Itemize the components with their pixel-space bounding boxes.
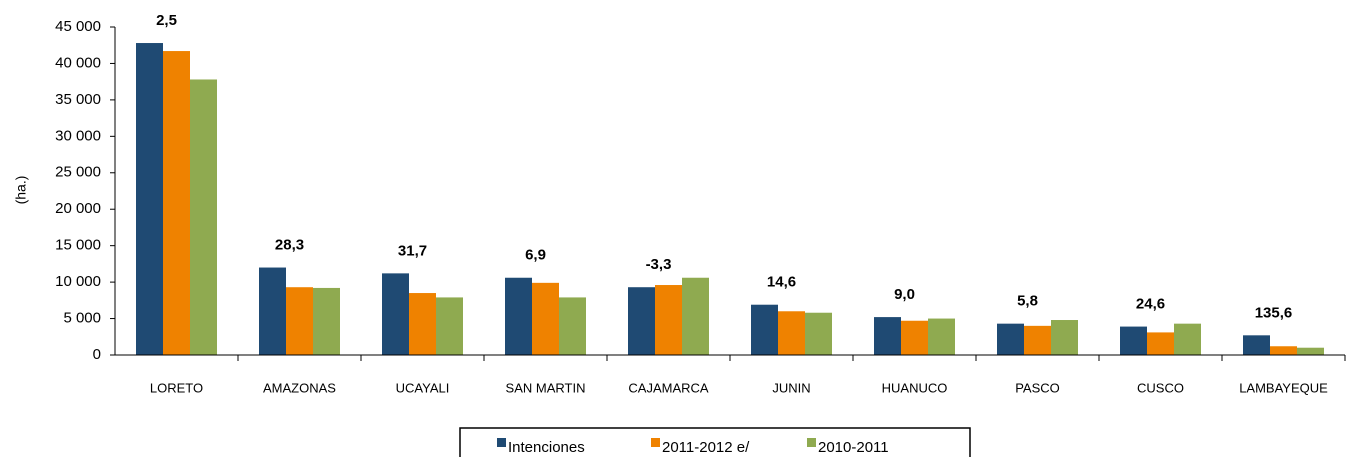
y-tick-label: 25 000 — [55, 164, 101, 181]
bar — [1297, 347, 1324, 355]
bar — [313, 287, 340, 355]
x-tick-label: SAN MARTIN — [506, 380, 586, 395]
bar — [259, 267, 286, 355]
bar — [778, 311, 805, 355]
annotation: 9,0 — [894, 286, 915, 303]
annotation: 2,5 — [156, 12, 177, 29]
bar — [409, 293, 436, 355]
y-tick-label: 45 000 — [55, 18, 101, 35]
bar — [532, 282, 559, 355]
y-tick-label: 30 000 — [55, 127, 101, 144]
y-tick-label: 15 000 — [55, 237, 101, 254]
bar — [505, 277, 532, 355]
y-tick-label: 40 000 — [55, 54, 101, 71]
annotation: 135,6 — [1255, 304, 1293, 321]
x-tick-label: LAMBAYEQUE — [1239, 380, 1328, 395]
bar — [1024, 325, 1051, 355]
legend-swatch — [807, 438, 816, 447]
bar — [805, 312, 832, 355]
bar — [190, 79, 217, 355]
bar — [1147, 332, 1174, 355]
bar — [751, 304, 778, 355]
bar — [1120, 326, 1147, 355]
legend-label: 2010-2011 — [818, 439, 889, 456]
annotation: 14,6 — [767, 274, 796, 291]
bar — [559, 297, 586, 355]
legend-swatch — [497, 438, 506, 447]
x-tick-label: HUANUCO — [882, 380, 948, 395]
x-tick-label: PASCO — [1015, 380, 1060, 395]
annotation: 5,8 — [1017, 293, 1038, 310]
legend-swatch — [651, 438, 660, 447]
annotation: -3,3 — [646, 256, 672, 273]
legend-label: 2011-2012 e/ — [662, 439, 750, 456]
bar — [655, 285, 682, 355]
bar — [1051, 320, 1078, 355]
bar — [928, 318, 955, 355]
bar — [1270, 346, 1297, 355]
bar — [682, 277, 709, 355]
x-tick-label: LORETO — [150, 380, 203, 395]
bar — [436, 297, 463, 355]
y-tick-label: 0 — [93, 346, 101, 363]
legend-label: Intenciones — [508, 439, 585, 456]
x-tick-label: CUSCO — [1137, 380, 1184, 395]
annotation: 6,9 — [525, 247, 546, 264]
annotation: 28,3 — [275, 237, 304, 254]
annotation: 24,6 — [1136, 296, 1165, 313]
annotation: 31,7 — [398, 242, 427, 259]
y-tick-label: 5 000 — [63, 310, 101, 327]
legend-box — [459, 427, 971, 457]
bar — [628, 287, 655, 355]
bar — [997, 323, 1024, 355]
bar — [901, 320, 928, 355]
bar — [382, 273, 409, 355]
y-tick-label: 35 000 — [55, 91, 101, 108]
bar — [163, 51, 190, 355]
y-tick-label: 10 000 — [55, 273, 101, 290]
bar — [1243, 335, 1270, 355]
bar — [286, 287, 313, 355]
x-tick-label: AMAZONAS — [263, 380, 336, 395]
y-axis-title: (ha.) — [13, 176, 29, 205]
x-tick-label: CAJAMARCA — [628, 380, 709, 395]
x-tick-label: UCAYALI — [396, 380, 450, 395]
bar — [874, 317, 901, 355]
x-tick-label: JUNIN — [772, 380, 810, 395]
bar — [136, 43, 163, 356]
y-tick-label: 20 000 — [55, 200, 101, 217]
bar — [1174, 323, 1201, 355]
